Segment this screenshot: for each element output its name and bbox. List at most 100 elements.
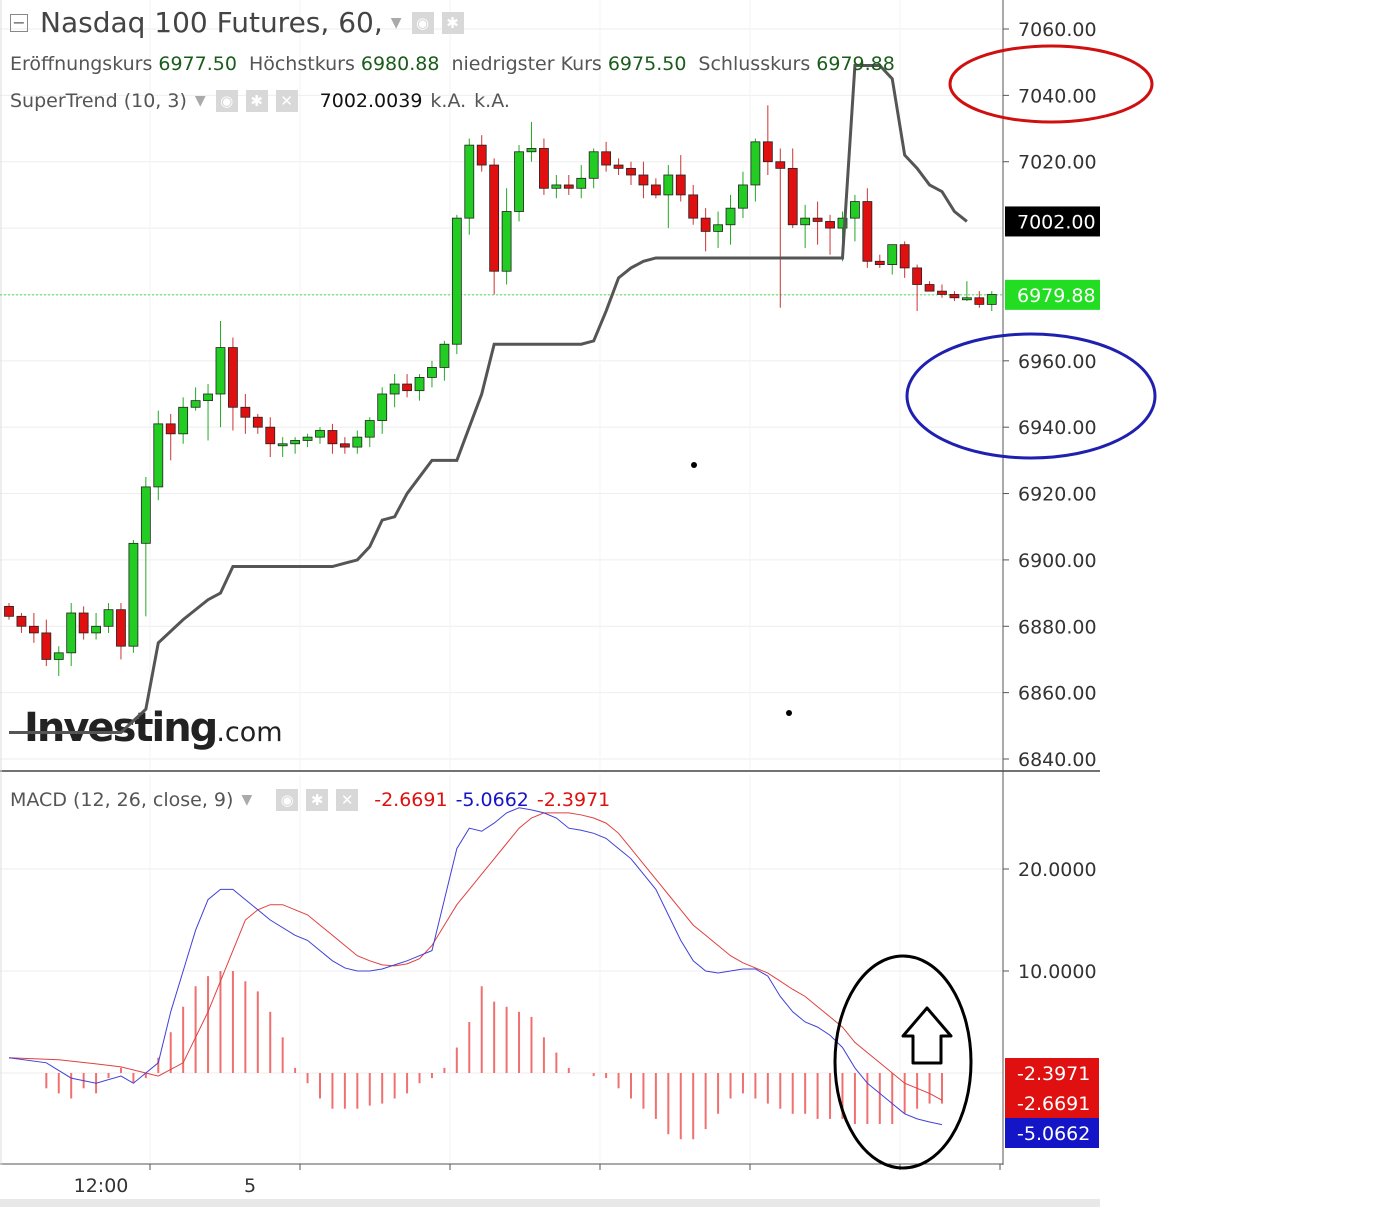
investing-logo: Investing.com xyxy=(24,705,283,751)
candle-body xyxy=(16,615,27,627)
supertrend-na-1: k.A. xyxy=(430,90,467,112)
y-tick-label: 6920.00 xyxy=(1018,484,1097,506)
candle xyxy=(476,135,487,172)
macd-label-text: -5.0662 xyxy=(1017,1123,1090,1145)
eye-icon[interactable]: ◉ xyxy=(411,11,434,34)
candle-body xyxy=(638,174,649,186)
candle xyxy=(364,417,375,448)
scrollbar-track[interactable] xyxy=(0,1199,1100,1207)
candle xyxy=(787,148,798,229)
candle xyxy=(140,476,151,617)
candle-body xyxy=(775,161,786,169)
candle-body xyxy=(265,426,276,445)
eye-icon[interactable]: ◉ xyxy=(215,90,238,112)
y-tick-label: 6840.00 xyxy=(1018,749,1097,771)
candle-body xyxy=(539,148,549,189)
candle xyxy=(389,374,400,408)
chevron-down-icon[interactable]: ▼ xyxy=(241,792,253,808)
macd-legend: MACD (12, 26, close, 9) ▼ ◉ ✱ ✕ -2.6691 … xyxy=(10,789,610,811)
candle-body xyxy=(315,430,325,438)
candle-body xyxy=(91,625,101,634)
candle-body xyxy=(924,284,935,292)
supertrend-value: 7002.0039 xyxy=(319,90,423,112)
candle xyxy=(489,158,500,295)
candle xyxy=(924,281,935,292)
candle xyxy=(277,437,288,458)
supertrend-line xyxy=(9,64,968,734)
logo-suffix: .com xyxy=(216,717,282,748)
candle-body xyxy=(352,436,363,448)
candle-body xyxy=(613,164,624,169)
candle xyxy=(252,413,263,434)
chart-title[interactable]: Nasdaq 100 Futures, 60, xyxy=(40,6,383,39)
candle xyxy=(240,394,251,434)
gear-icon[interactable]: ✱ xyxy=(245,90,268,112)
y-tick-label: 6860.00 xyxy=(1018,683,1097,705)
candle xyxy=(116,603,126,660)
candle xyxy=(700,208,711,252)
macd-value-3: -2.3971 xyxy=(536,789,611,811)
macd-label-box xyxy=(1005,1088,1099,1118)
candle-body xyxy=(937,290,947,295)
dot-annotation xyxy=(691,462,697,468)
candle-body xyxy=(41,632,52,660)
candle-body xyxy=(451,217,462,345)
candle-body xyxy=(650,184,661,196)
candle xyxy=(750,138,761,202)
eye-icon[interactable]: ◉ xyxy=(276,789,299,811)
candle xyxy=(899,241,910,278)
candle-body xyxy=(414,377,425,392)
chevron-down-icon[interactable]: ▼ xyxy=(390,14,402,31)
close-icon[interactable]: ✕ xyxy=(336,789,359,811)
candle-body xyxy=(464,144,475,219)
candle-body xyxy=(688,194,699,219)
candle-body xyxy=(974,297,985,305)
macd-label-box xyxy=(1005,1118,1099,1148)
price-label-box xyxy=(1005,206,1100,237)
candle-body xyxy=(302,436,313,441)
candle xyxy=(178,397,189,444)
macd-label[interactable]: MACD (12, 26, close, 9) xyxy=(10,789,234,811)
candle xyxy=(738,171,748,219)
y-tick-label: 6880.00 xyxy=(1018,616,1097,638)
candle xyxy=(526,121,537,162)
candle-body xyxy=(675,174,686,196)
candle-body xyxy=(961,297,972,301)
y-tick-label: 7060.00 xyxy=(1018,19,1097,41)
candle-body xyxy=(588,151,599,179)
candle xyxy=(302,433,313,448)
up-arrow-icon xyxy=(901,1006,953,1065)
candle xyxy=(601,141,612,172)
close-label: Schlusskurs xyxy=(698,53,811,75)
candle-body xyxy=(787,167,798,226)
candle xyxy=(576,165,587,199)
gear-icon[interactable]: ✱ xyxy=(441,11,464,34)
candle-body xyxy=(4,605,14,617)
candle xyxy=(800,204,811,248)
candle xyxy=(53,646,64,677)
candle xyxy=(339,437,350,454)
candle-body xyxy=(165,423,176,435)
candle xyxy=(912,264,923,312)
chevron-down-icon[interactable]: ▼ xyxy=(194,93,206,109)
macd-value-1: -2.6691 xyxy=(374,789,448,811)
candle xyxy=(862,188,873,268)
candle xyxy=(439,340,450,381)
price-label-text: 6979.88 xyxy=(1017,285,1096,307)
candle-body xyxy=(228,347,238,408)
candle xyxy=(91,613,101,640)
macd-label-text: -2.6691 xyxy=(1017,1093,1090,1115)
candle xyxy=(290,437,301,454)
candle xyxy=(650,178,661,199)
candle xyxy=(514,145,524,222)
close-icon[interactable]: ✕ xyxy=(275,90,298,112)
signal-line xyxy=(8,812,943,1101)
gear-icon[interactable]: ✱ xyxy=(306,789,329,811)
candle-body xyxy=(700,217,711,232)
collapse-icon[interactable]: − xyxy=(10,13,28,32)
candle xyxy=(315,427,325,444)
close-value: 6979.88 xyxy=(816,53,895,75)
supertrend-label[interactable]: SuperTrend (10, 3) xyxy=(10,90,187,112)
